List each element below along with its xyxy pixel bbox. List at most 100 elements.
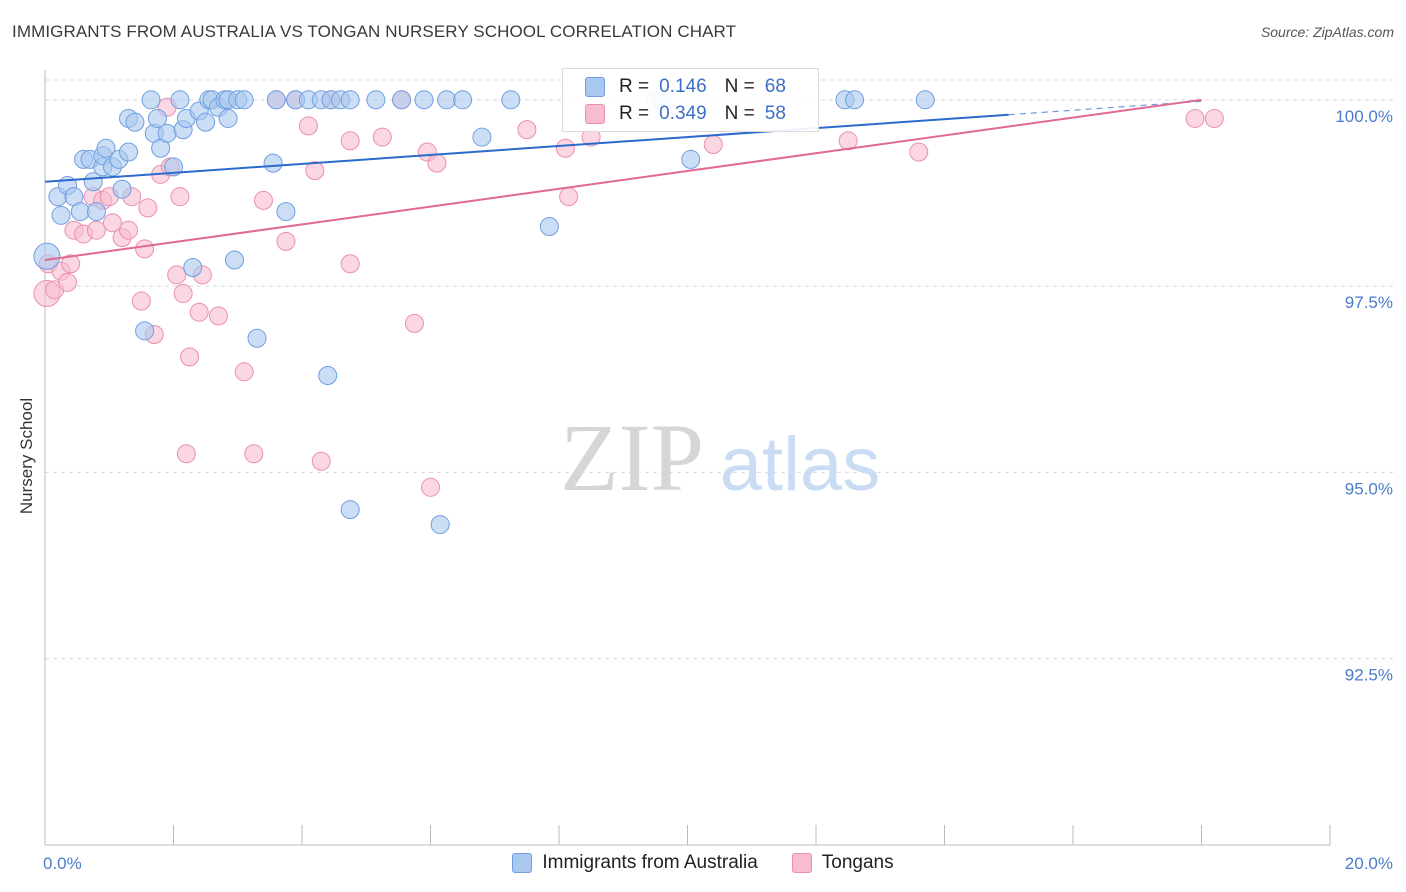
- tongans-point: [517, 120, 537, 140]
- tongans-point: [555, 138, 575, 158]
- tongans-point: [61, 254, 81, 274]
- tongans-point: [131, 291, 151, 311]
- australia-point: [430, 515, 450, 535]
- australia-point: [164, 157, 183, 177]
- stats-legend: R = 0.146 N = 68 R = 0.349 N = 58: [562, 68, 819, 132]
- australia-point: [681, 149, 701, 169]
- tongans-point: [909, 142, 929, 162]
- n-label: N =: [724, 103, 755, 124]
- chart-title: IMMIGRANTS FROM AUSTRALIA VS TONGAN NURS…: [12, 22, 737, 41]
- r-label: R =: [619, 76, 650, 97]
- watermark: ZIP atlas: [560, 404, 880, 511]
- axis-labels: 100.0% 97.5% 95.0% 92.5% 0.0% 20.0% Nursery Sc…: [17, 107, 1393, 873]
- tongans-point: [119, 220, 139, 240]
- tongans-point: [57, 272, 77, 292]
- axes: [44, 70, 1331, 846]
- tongans-point: [135, 239, 155, 259]
- tongans-point: [208, 306, 228, 326]
- tongans-point: [86, 220, 106, 240]
- legend-item-australia[interactable]: Immigrants from Australia: [512, 852, 758, 874]
- x-tick-label-min: 0.0%: [43, 854, 82, 873]
- australia-point: [70, 202, 90, 222]
- tongans-point: [838, 131, 858, 151]
- n-value: 68: [764, 76, 786, 97]
- australia-point: [218, 108, 238, 128]
- series-legend: Immigrants from Australia Tongans: [0, 852, 1406, 874]
- n-value: 58: [764, 103, 786, 124]
- australia-swatch: [585, 77, 605, 97]
- tongans-swatch: [585, 104, 605, 124]
- trend-lines: [44, 98, 1202, 262]
- tongans-point: [340, 254, 360, 274]
- y-tick-label: 97.5%: [1345, 293, 1393, 312]
- australia-point: [125, 112, 145, 132]
- australia-point: [276, 202, 296, 222]
- australia-trend-line: [44, 113, 1009, 183]
- tongans-point: [189, 302, 209, 322]
- y-tick-label: 100.0%: [1335, 107, 1393, 126]
- australia-point: [147, 108, 167, 128]
- australia-point: [266, 90, 286, 110]
- tongans-trend-line: [44, 98, 1202, 262]
- australia-point: [135, 321, 155, 341]
- y-tick-label: 95.0%: [1345, 479, 1393, 498]
- australia-point: [340, 90, 360, 110]
- legend-item-tongans[interactable]: Tongans: [791, 852, 894, 874]
- tongans-point: [1185, 108, 1205, 128]
- watermark-zip: ZIP: [560, 404, 704, 511]
- australia-point: [196, 112, 216, 132]
- australia-point: [414, 90, 434, 110]
- australia-point: [539, 216, 559, 236]
- australia-swatch: [512, 853, 533, 873]
- australia-point: [141, 90, 161, 110]
- australia-point: [170, 90, 190, 110]
- tongans-point: [340, 131, 360, 151]
- australia-point: [96, 138, 116, 158]
- tongans-point: [102, 213, 122, 233]
- australia-point: [263, 153, 283, 173]
- tongans-point: [173, 284, 193, 304]
- tongans-point: [244, 444, 264, 464]
- stats-row-australia: R = 0.146 N = 68: [585, 75, 786, 99]
- r-value: 0.349: [659, 103, 707, 124]
- australia-point: [225, 250, 245, 270]
- tongans-point: [311, 451, 331, 471]
- australia-point: [340, 500, 360, 520]
- tongans-point: [234, 362, 254, 382]
- tongans-point: [1204, 108, 1224, 128]
- legend-label-tongans: Tongans: [821, 852, 894, 873]
- tongans-point: [170, 187, 190, 207]
- source-label: Source: ZipAtlas.com: [1260, 24, 1394, 40]
- australia-point: [437, 90, 457, 110]
- tongans-point: [176, 444, 196, 464]
- australia-point: [112, 179, 132, 199]
- legend-label-australia: Immigrants from Australia: [542, 852, 758, 873]
- tongans-point: [421, 477, 440, 497]
- australia-point: [247, 328, 267, 348]
- tongans-point: [180, 347, 200, 367]
- australia-point: [157, 123, 177, 143]
- tongans-point: [404, 313, 424, 333]
- tongans-point: [427, 153, 447, 173]
- australia-point: [915, 90, 935, 110]
- australia-point: [119, 142, 139, 162]
- australia-point: [845, 90, 865, 110]
- tongans-swatch: [791, 853, 812, 873]
- australia-point: [453, 90, 473, 110]
- australia-points: [33, 90, 935, 535]
- australia-point: [318, 366, 338, 386]
- x-tick-label-max: 20.0%: [1345, 854, 1393, 873]
- y-tick-label: 92.5%: [1345, 666, 1393, 685]
- r-value: 0.146: [659, 76, 707, 97]
- tongans-point: [167, 265, 187, 285]
- y-axis-title: Nursery School: [17, 398, 36, 514]
- australia-point: [86, 202, 106, 222]
- watermark-atlas: atlas: [720, 422, 881, 507]
- australia-point: [472, 127, 492, 147]
- r-label: R =: [619, 103, 650, 124]
- australia-point: [183, 257, 203, 277]
- tongans-point: [559, 187, 579, 207]
- n-label: N =: [724, 76, 755, 97]
- australia-point: [366, 90, 386, 110]
